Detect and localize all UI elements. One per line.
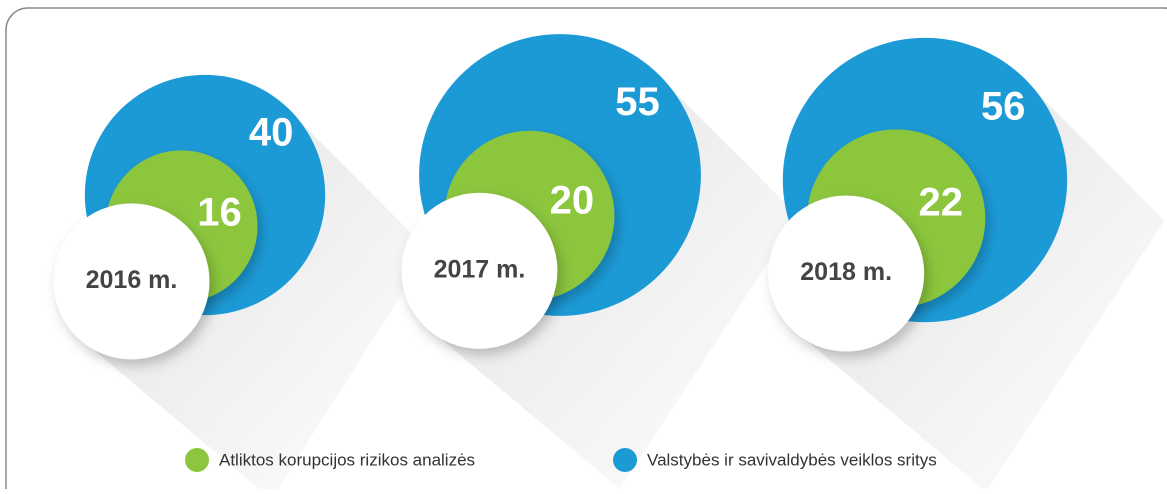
legend-label: Valstybės ir savivaldybės veiklos sritys [647, 450, 937, 469]
bubble-group: 2018 m. 56 22 [768, 37, 1165, 492]
year-circle [768, 195, 925, 352]
legend-swatch [613, 448, 637, 472]
year-label: 2018 m. [800, 258, 892, 286]
year-circle [53, 203, 210, 360]
green-value-label: 20 [550, 179, 595, 223]
year-circle [401, 192, 558, 349]
year-label: 2016 m. [86, 266, 178, 294]
bubble-group: 2017 m. 55 20 [401, 34, 799, 489]
blue-value-label: 40 [249, 110, 294, 154]
legend-label: Atliktos korupcijos rizikos analizės [219, 450, 475, 469]
year-label: 2017 m. [434, 255, 526, 283]
legend-swatch [185, 448, 209, 472]
frame [5, 7, 1167, 494]
blue-value-label: 56 [981, 84, 1026, 128]
legend: Atliktos korupcijos rizikos analizės Vals… [185, 448, 937, 472]
blue-value-label: 55 [615, 80, 660, 124]
green-value-label: 16 [197, 190, 242, 234]
green-value-label: 22 [918, 181, 963, 225]
